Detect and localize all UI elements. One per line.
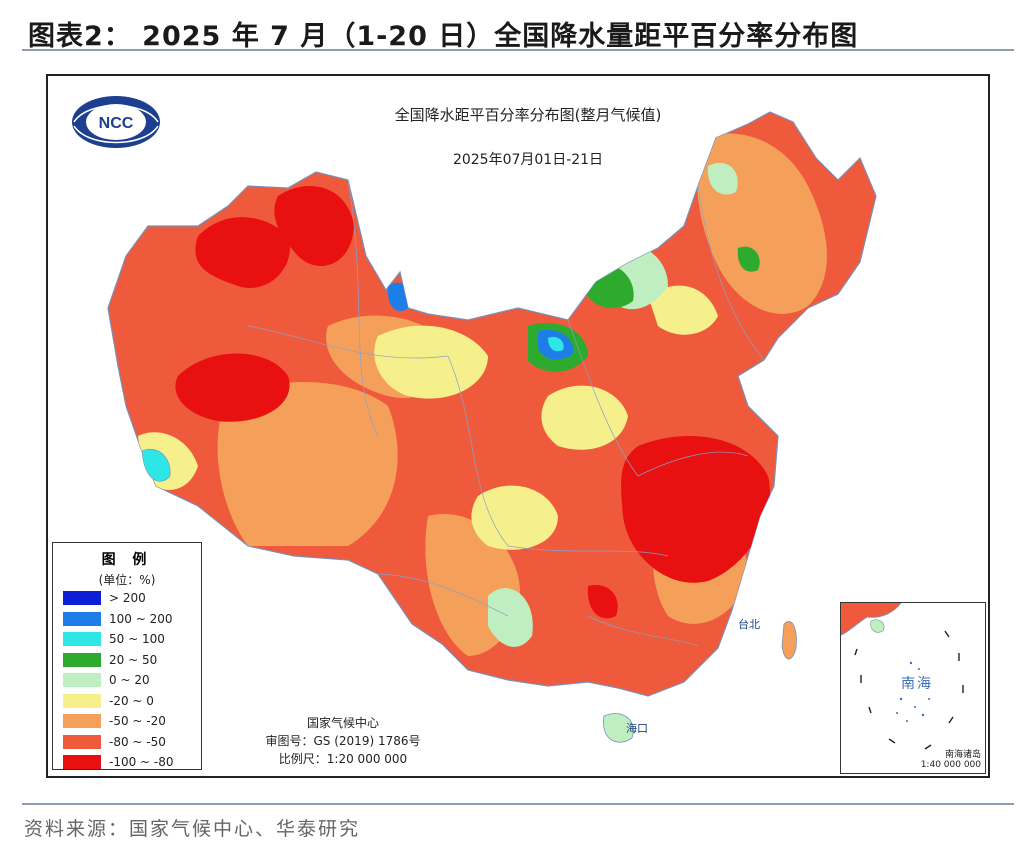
credit-agency: 国家气候中心: [306, 716, 379, 730]
inset-caption: 南海诸岛 1:40 000 000: [921, 750, 981, 770]
legend-item: 0 ~ 20: [63, 670, 201, 691]
legend-label: -80 ~ -50: [109, 734, 166, 749]
legend-unit: (单位：%): [98, 573, 156, 587]
legend-items: > 200 100 ~ 200 50 ~ 100 20 ~ 50 0 ~ 20 -20 ~…: [53, 588, 201, 773]
credit-approval: 审图号：GS (2019) 1786号: [265, 734, 421, 748]
map-title: 全国降水距平百分率分布图(整月气候值): [394, 106, 662, 124]
map-credits: 国家气候中心 审图号：GS (2019) 1786号 比例尺：1:20 000 …: [258, 714, 428, 768]
place-label-taibei: 台北: [738, 618, 760, 631]
legend-item: > 200: [63, 588, 201, 609]
legend-swatch: [63, 632, 101, 647]
legend-item: -20 ~ 0: [63, 691, 201, 712]
zone-lightgreen-southwest: [488, 588, 533, 647]
map-legend: 图 例 (单位：%) > 200 100 ~ 200 50 ~ 100 20 ~ 50…: [52, 542, 202, 770]
zone-yellow-west-central: [471, 485, 558, 550]
legend-swatch: [63, 755, 101, 770]
zone-orange-southwest: [217, 382, 398, 546]
map-graphic: [107, 111, 877, 743]
legend-label: 100 ~ 200: [109, 611, 173, 626]
legend-item: 100 ~ 200: [63, 609, 201, 630]
zone-lightgreen-far-northeast: [707, 162, 738, 195]
legend-swatch: [63, 734, 101, 749]
legend-swatch: [63, 693, 101, 708]
zone-red-northwest-1: [195, 217, 290, 288]
top-divider: [22, 49, 1014, 51]
legend-label: > 200: [109, 591, 146, 606]
legend-swatch: [63, 611, 101, 626]
legend-item: -80 ~ -50: [63, 732, 201, 753]
legend-label: -20 ~ 0: [109, 693, 154, 708]
map-date-range: 2025年07月01日-21日: [452, 152, 604, 168]
legend-title: 图 例: [101, 552, 153, 568]
taiwan-island: [781, 621, 797, 660]
legend-swatch: [63, 714, 101, 729]
zone-yellow-central: [541, 385, 628, 450]
legend-item: -100 ~ -80: [63, 752, 201, 773]
legend-label: 0 ~ 20: [109, 673, 150, 688]
legend-label: -50 ~ -20: [109, 714, 166, 729]
zone-yellow-inner-mongolia: [648, 285, 718, 335]
legend-swatch: [63, 652, 101, 667]
zone-cyan-north-central: [548, 336, 564, 352]
zone-red-northwest-2: [274, 186, 354, 266]
zone-red-west: [175, 353, 290, 422]
zone-yellow-north: [374, 325, 488, 399]
inset-caption-scale: 1:40 000 000: [920, 760, 981, 770]
figure-title: 图表2： 2025 年 7 月（1-20 日）全国降水量距平百分率分布图: [28, 21, 859, 52]
inset-caption-title: 南海诸岛: [944, 750, 981, 760]
province-boundaries: [247, 179, 765, 647]
south-china-sea-inset: 南海 南海诸岛 1:40 000 000: [840, 602, 986, 774]
inset-nine-dash-line: [854, 630, 964, 750]
hainan-island: [603, 713, 634, 743]
legend-swatch: [63, 591, 101, 606]
inset-sea-label: 南海: [901, 676, 933, 692]
legend-item: -50 ~ -20: [63, 711, 201, 732]
bottom-divider: [22, 803, 1014, 805]
source-note: 资料来源：国家气候中心、华泰研究: [24, 818, 361, 840]
inset-islands: [896, 661, 930, 722]
legend-swatch: [63, 673, 101, 688]
inset-graphic: [841, 603, 964, 750]
zone-red-south: [587, 585, 618, 619]
legend-item: 20 ~ 50: [63, 650, 201, 671]
legend-item: 50 ~ 100: [63, 629, 201, 650]
zone-green-northeast: [737, 246, 760, 272]
credit-scale: 比例尺：1:20 000 000: [278, 752, 408, 766]
ncc-logo: NCC: [72, 96, 160, 148]
precipitation-map: NCC 全国降水距平百分率分布图(整月气候值) 2025年07月01日-21日 …: [46, 74, 990, 778]
legend-label: 50 ~ 100: [109, 632, 165, 647]
zone-cyan-far-west: [141, 449, 171, 482]
place-label-haikou: 海口: [626, 722, 648, 735]
svg-text:NCC: NCC: [99, 115, 134, 132]
legend-label: 20 ~ 50: [109, 652, 158, 667]
legend-label: -100 ~ -80: [109, 755, 174, 770]
zone-red-east: [621, 436, 770, 583]
